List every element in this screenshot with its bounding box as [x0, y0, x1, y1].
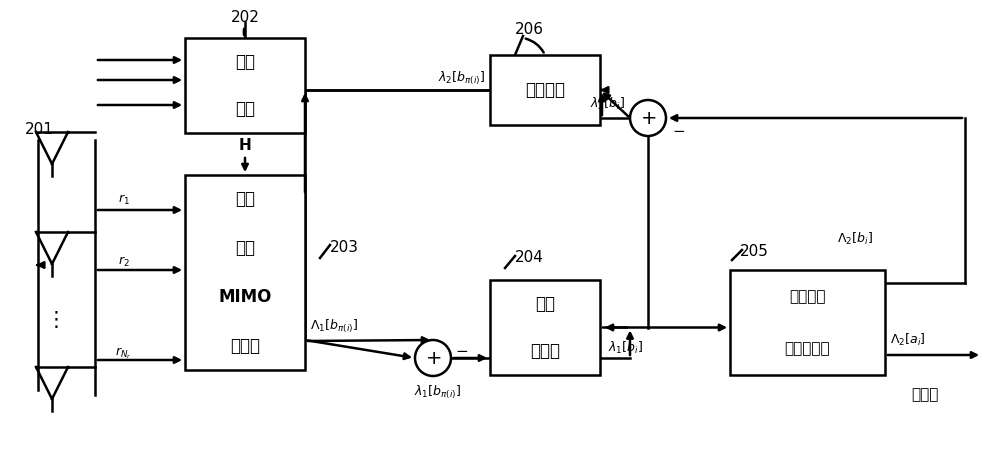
Text: $\vdots$: $\vdots$	[45, 310, 59, 330]
Text: 软入: 软入	[235, 190, 255, 208]
Bar	[490, 280, 600, 375]
Text: 202: 202	[231, 10, 259, 25]
Circle shape	[630, 100, 666, 136]
Text: 206: 206	[515, 23, 544, 37]
Text: MIMO: MIMO	[218, 288, 272, 306]
Text: $r_1$: $r_1$	[118, 193, 130, 207]
Text: $r_{N_r}$: $r_{N_r}$	[115, 345, 132, 361]
Text: 检测器: 检测器	[230, 337, 260, 354]
Text: $\lambda_1[b_{\pi(i)}]$: $\lambda_1[b_{\pi(i)}]$	[414, 384, 462, 401]
Text: $\Lambda_1[b_{\pi(i)}]$: $\Lambda_1[b_{\pi(i)}]$	[310, 317, 358, 335]
Text: $+$: $+$	[425, 348, 441, 368]
Text: $\lambda_2[b_i]$: $\lambda_2[b_i]$	[590, 96, 625, 112]
Circle shape	[415, 340, 451, 376]
Text: $\lambda_1[b_i]$: $\lambda_1[b_i]$	[608, 339, 643, 355]
Text: $\mathbf{H}$: $\mathbf{H}$	[238, 137, 252, 153]
Text: 信道: 信道	[235, 53, 255, 71]
Bar	[730, 270, 885, 375]
Text: 信道译码器: 信道译码器	[785, 341, 830, 356]
Text: 比特交织: 比特交织	[525, 81, 565, 99]
Text: $\Lambda_2[b_i]$: $\Lambda_2[b_i]$	[837, 231, 873, 247]
Text: 204: 204	[515, 251, 544, 265]
Bar	[185, 175, 305, 370]
Text: $-$: $-$	[672, 123, 685, 137]
Text: 硬判决: 硬判决	[911, 388, 939, 403]
Text: $\Lambda_2[a_i]$: $\Lambda_2[a_i]$	[890, 332, 926, 348]
Text: 估计: 估计	[235, 100, 255, 118]
Text: $+$: $+$	[640, 109, 656, 127]
Text: 203: 203	[330, 241, 359, 255]
Text: 软入软出: 软入软出	[789, 289, 826, 304]
Text: $r_2$: $r_2$	[118, 255, 130, 269]
Text: $-$: $-$	[455, 342, 468, 357]
Text: 比特: 比特	[535, 295, 555, 313]
Text: 软出: 软出	[235, 239, 255, 257]
Text: 201: 201	[25, 123, 54, 137]
Text: 解交织: 解交织	[530, 342, 560, 360]
Text: $\lambda_2[b_{\pi(i)}]$: $\lambda_2[b_{\pi(i)}]$	[438, 69, 485, 87]
Text: 205: 205	[740, 244, 769, 260]
Bar	[185, 38, 305, 133]
Bar	[490, 55, 600, 125]
